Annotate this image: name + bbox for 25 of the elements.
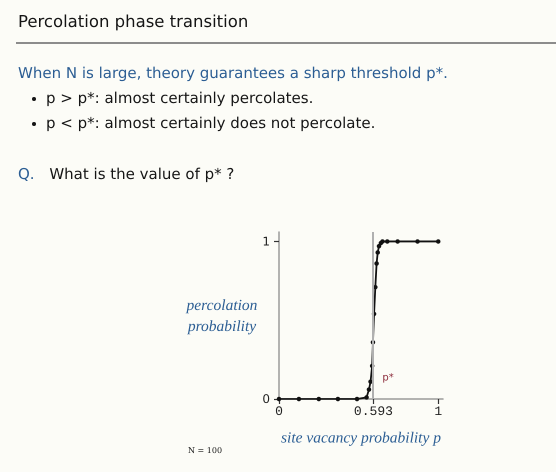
- point: [336, 396, 340, 402]
- y-axis-title: percolation probability: [184, 296, 258, 336]
- point: [374, 261, 379, 266]
- point: [415, 239, 420, 244]
- x-tick-label: 0: [275, 404, 283, 419]
- text: When N is large, theory guarantees a sharp threshold p*.: [18, 64, 448, 82]
- point: [296, 396, 302, 402]
- x-axis-title: site vacancy probability p: [281, 430, 442, 446]
- text: Q. What is the value of p* ?: [18, 165, 234, 183]
- point: [395, 239, 400, 244]
- point: [316, 396, 322, 402]
- ref-line-label: p*: [382, 372, 394, 384]
- text: Percolation phase transition: [18, 12, 248, 32]
- point: [354, 396, 360, 402]
- x-tick-label: 1: [434, 404, 442, 419]
- text: p < p*: almost certainly does not percolate.: [46, 114, 376, 132]
- text: N = 100: [188, 446, 222, 456]
- x-tick-label: 0.593: [354, 404, 393, 419]
- point: [385, 239, 390, 244]
- point: [375, 250, 380, 255]
- point: [364, 395, 369, 400]
- text: p > p*: almost certainly percolates.: [46, 89, 314, 107]
- point: [436, 239, 440, 244]
- point: [366, 387, 372, 392]
- point: [276, 396, 282, 402]
